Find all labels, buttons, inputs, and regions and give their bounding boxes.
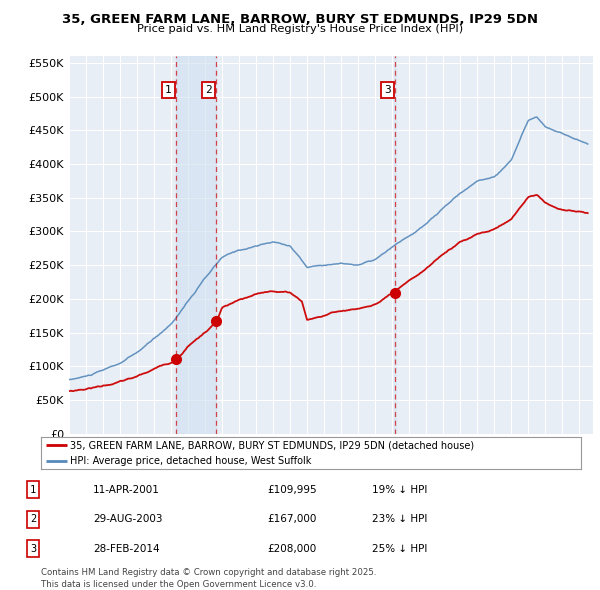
Text: Contains HM Land Registry data © Crown copyright and database right 2025.
This d: Contains HM Land Registry data © Crown c… — [41, 568, 376, 589]
Text: HPI: Average price, detached house, West Suffolk: HPI: Average price, detached house, West… — [71, 456, 312, 466]
Text: £167,000: £167,000 — [267, 514, 316, 524]
Text: £109,995: £109,995 — [267, 485, 317, 494]
Text: 1: 1 — [30, 485, 36, 494]
Text: Price paid vs. HM Land Registry's House Price Index (HPI): Price paid vs. HM Land Registry's House … — [137, 24, 463, 34]
Text: 23% ↓ HPI: 23% ↓ HPI — [372, 514, 427, 524]
Text: 35, GREEN FARM LANE, BARROW, BURY ST EDMUNDS, IP29 5DN: 35, GREEN FARM LANE, BARROW, BURY ST EDM… — [62, 13, 538, 26]
Text: 3: 3 — [384, 85, 391, 95]
Text: 1: 1 — [165, 85, 172, 95]
Text: 2: 2 — [205, 85, 212, 95]
Text: 25% ↓ HPI: 25% ↓ HPI — [372, 544, 427, 553]
Text: 28-FEB-2014: 28-FEB-2014 — [93, 544, 160, 553]
Text: 3: 3 — [30, 544, 36, 553]
Text: 11-APR-2001: 11-APR-2001 — [93, 485, 160, 494]
Text: 19% ↓ HPI: 19% ↓ HPI — [372, 485, 427, 494]
Text: £208,000: £208,000 — [267, 544, 316, 553]
Bar — [176, 56, 216, 434]
Text: 29-AUG-2003: 29-AUG-2003 — [93, 514, 163, 524]
Text: 35, GREEN FARM LANE, BARROW, BURY ST EDMUNDS, IP29 5DN (detached house): 35, GREEN FARM LANE, BARROW, BURY ST EDM… — [71, 440, 475, 450]
Text: 2: 2 — [30, 514, 36, 524]
Bar — [394, 56, 396, 434]
